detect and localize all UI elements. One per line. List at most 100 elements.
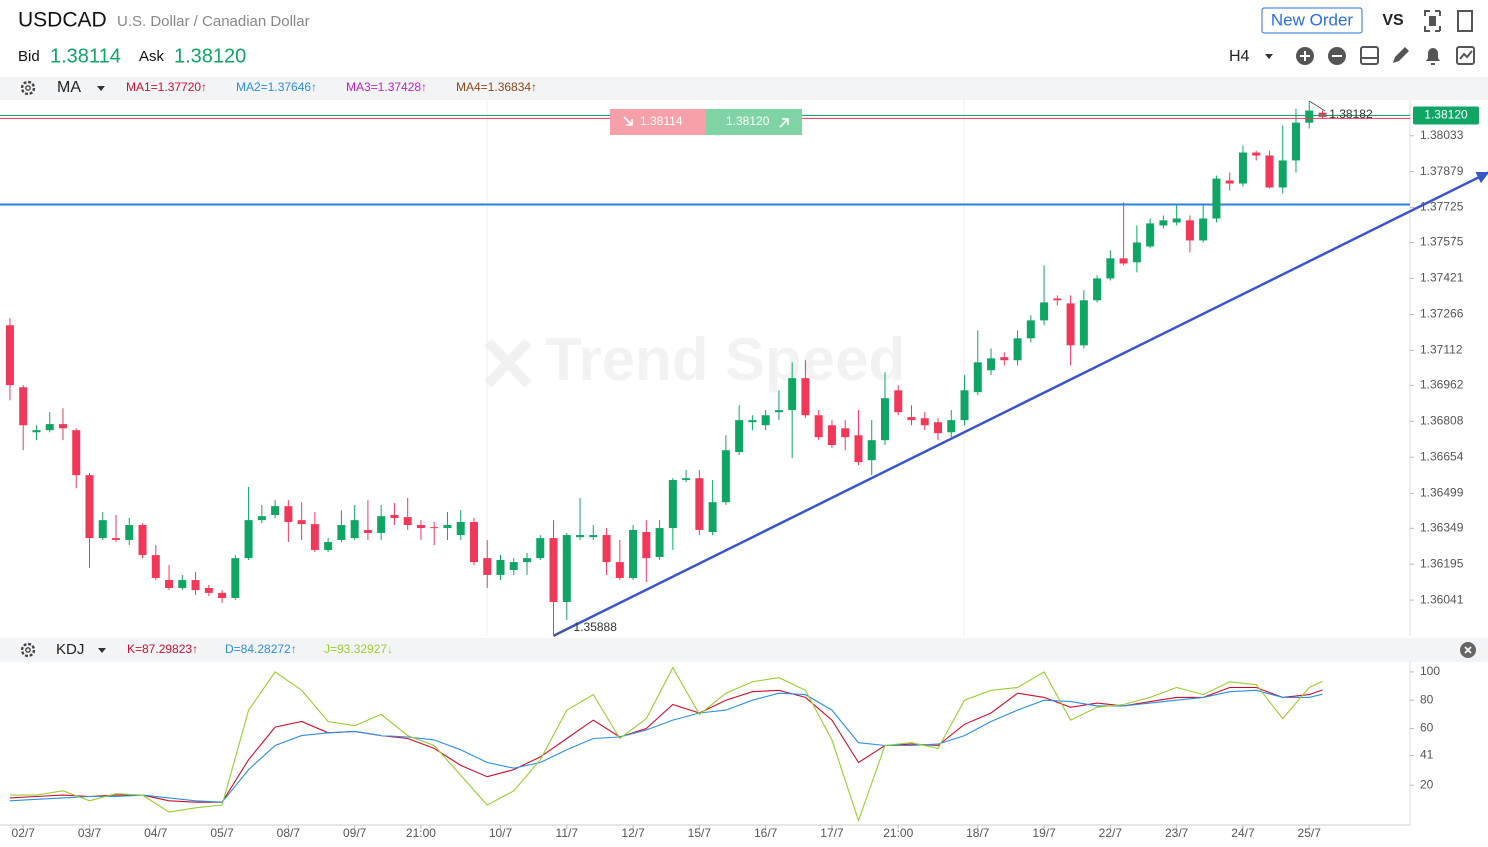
y-tick-label: 1.37725 (1420, 200, 1464, 214)
candle-body (416, 525, 425, 529)
candle-body (151, 555, 160, 578)
candle-body (1053, 298, 1062, 301)
candle-body (549, 538, 558, 602)
candle-body (363, 529, 372, 533)
ma-indicator[interactable]: MA (57, 79, 81, 96)
candle-body (1013, 338, 1022, 361)
candle-body (788, 378, 797, 411)
buy-price: 1.38120 (726, 114, 770, 128)
x-tick-label: 11/7 (556, 826, 579, 840)
kdj-legend: J=93.32927↓ (324, 642, 393, 656)
timeframe[interactable]: H4 (1229, 48, 1250, 65)
panel-icon[interactable] (1457, 10, 1473, 32)
candle-body (523, 558, 532, 563)
x-tick-label: 15/7 (688, 826, 712, 840)
y-tick-label: 80 (1420, 692, 1434, 706)
ma-caret[interactable] (97, 86, 105, 91)
kdj-settings-icon[interactable] (20, 642, 36, 658)
vs-button[interactable]: VS (1382, 12, 1404, 29)
candle-body (1291, 122, 1300, 161)
kdj-caret[interactable] (98, 648, 106, 653)
x-tick-label: 16/7 (754, 826, 778, 840)
trendline (552, 171, 1488, 637)
candle-body (1040, 302, 1049, 321)
main-plot: 1.38033 1.37879 1.37725 1.37575 1.37421 1.372… (0, 100, 1488, 637)
x-tick-label: 22/7 (1099, 826, 1123, 840)
candle-body (761, 415, 770, 426)
x-tick-label: 24/7 (1231, 826, 1255, 840)
timeframe-caret[interactable] (1265, 54, 1273, 59)
candle-body (1106, 258, 1115, 279)
x-tick-label: 10/7 (489, 826, 513, 840)
y-tick-label: 1.37421 (1420, 271, 1464, 285)
y-tick-label: 1.37112 (1420, 343, 1463, 357)
low-pointer (553, 627, 570, 637)
candle-body (1119, 258, 1128, 264)
candle-body (1146, 223, 1155, 247)
candle-body (801, 378, 810, 416)
candle-body (310, 524, 319, 550)
candle-body (337, 525, 346, 540)
x-tick-label: 12/7 (621, 826, 645, 840)
candle-body (1265, 155, 1274, 188)
candle-body (456, 522, 465, 536)
candle-body (204, 587, 213, 593)
new-order-label[interactable]: New Order (1271, 10, 1354, 29)
candle-body (271, 506, 280, 516)
high-annotation: 1.38182 (1329, 107, 1373, 121)
y-tick-label: 100 (1420, 664, 1440, 678)
candle-body (987, 358, 996, 371)
candle-body (284, 506, 293, 523)
candle-body (867, 440, 876, 461)
watermark: Trend Speed (484, 326, 905, 393)
candle-body (1212, 178, 1221, 219)
new-order-button[interactable] (1261, 7, 1363, 34)
symbol: USDCAD (18, 9, 107, 32)
kdj-indicator[interactable]: KDJ (56, 641, 84, 658)
candle-body (138, 525, 147, 556)
candle-body (708, 502, 717, 533)
fullscreen-icon[interactable] (1424, 10, 1441, 32)
x-tick-label: 03/7 (78, 826, 102, 840)
candle-body (655, 528, 664, 557)
kdj-line (9, 666, 1323, 823)
candle-body (735, 420, 744, 453)
x-tick-label: 17/7 (820, 826, 844, 840)
candle-body (880, 398, 889, 441)
candle-body (72, 430, 81, 476)
sell-button[interactable] (610, 109, 706, 135)
candle-body (1278, 160, 1287, 188)
candle-body (191, 580, 200, 591)
candle-body (469, 522, 478, 563)
candle-body (1159, 220, 1168, 226)
toolbar-icons[interactable] (1296, 46, 1475, 65)
x-tick-label: 25/7 (1298, 826, 1322, 840)
candle-body (350, 520, 359, 539)
candle-body (668, 480, 677, 529)
candle-body (5, 325, 14, 386)
sell-price: 1.38114 (640, 114, 683, 128)
candle-body (1252, 152, 1261, 156)
watermark-text: Trend Speed (545, 326, 905, 393)
candle-body (430, 527, 439, 529)
candle-body (403, 517, 412, 526)
candle-body (589, 535, 598, 538)
candle-body (721, 450, 730, 503)
candle-body (125, 525, 134, 540)
kdj-close-button[interactable] (1460, 642, 1476, 658)
ma-toolbar (0, 77, 1488, 100)
ma-settings-icon[interactable] (20, 80, 36, 96)
candle-body (244, 520, 253, 559)
candle-body (1079, 300, 1088, 346)
y-tick-label: 1.36654 (1420, 449, 1464, 463)
candle-body (45, 424, 54, 431)
candle-body (1238, 152, 1247, 184)
ask-value: 1.38120 (174, 45, 246, 67)
candle-body (483, 558, 492, 575)
candle-body (218, 592, 227, 599)
candle-body (682, 478, 691, 481)
candle-body (112, 538, 121, 540)
x-tick-label: 02/7 (12, 826, 36, 840)
y-tick-label: 1.37879 (1420, 164, 1464, 178)
